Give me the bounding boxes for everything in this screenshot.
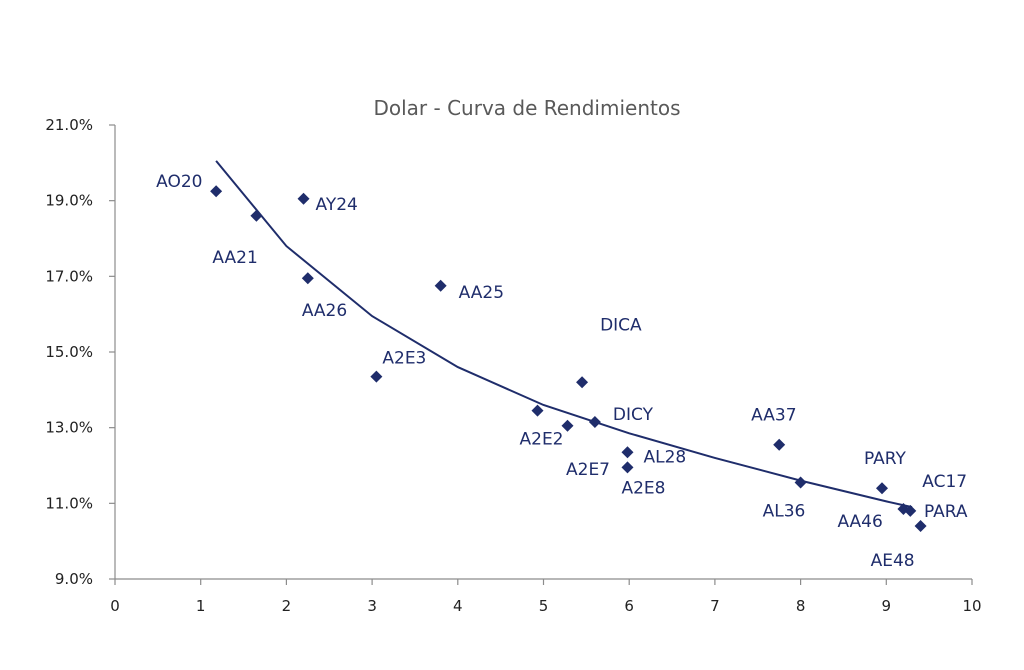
x-tick-label: 0: [110, 597, 120, 615]
data-point-label: PARA: [924, 502, 968, 522]
data-point-label: DICA: [600, 315, 642, 335]
y-tick-label: 15.0%: [45, 343, 93, 361]
y-tick-label: 11.0%: [45, 494, 93, 512]
data-point-marker: [794, 476, 807, 489]
y-tick-label: 19.0%: [45, 192, 93, 210]
data-point-label: AY24: [316, 195, 358, 215]
data-point-label: A2E7: [566, 460, 610, 480]
y-tick-label: 13.0%: [45, 419, 93, 437]
x-tick-label: 6: [624, 597, 634, 615]
data-point-label: DICY: [613, 405, 654, 425]
data-point-marker: [897, 503, 910, 516]
data-labels: AO20 AA21 AY24 AA26 A2E3 AA25 A2E2 DICA DICY AL28…: [156, 172, 968, 571]
data-point-label: AA46: [837, 512, 882, 532]
x-tick-label: 9: [882, 597, 892, 615]
x-tick-label: 4: [453, 597, 463, 615]
data-point-marker: [576, 376, 589, 389]
data-point-label: A2E3: [382, 349, 426, 369]
data-point-marker: [301, 272, 314, 285]
data-point-marker: [250, 209, 263, 222]
data-point-marker: [621, 446, 634, 459]
data-point-label: PARY: [864, 449, 907, 469]
data-markers: [210, 185, 927, 533]
y-axis-ticks: 9.0% 11.0% 13.0% 15.0% 17.0% 19.0% 21.0%: [45, 116, 115, 588]
data-point-label: AL36: [763, 502, 806, 522]
data-point-marker: [588, 415, 601, 428]
data-point-label: A2E8: [621, 478, 665, 498]
x-tick-label: 8: [796, 597, 806, 615]
x-tick-label: 1: [196, 597, 206, 615]
data-point-label: AO20: [156, 172, 202, 192]
data-point-marker: [531, 404, 544, 417]
data-point-marker: [561, 419, 574, 432]
y-tick-label: 21.0%: [45, 116, 93, 134]
chart-title: Dolar - Curva de Rendimientos: [373, 96, 680, 120]
data-point-marker: [210, 185, 223, 198]
data-point-label: AA25: [459, 283, 504, 303]
data-point-label: AC17: [922, 472, 967, 492]
x-tick-label: 2: [282, 597, 292, 615]
data-point-marker: [621, 461, 634, 474]
data-point-label: AE48: [871, 551, 915, 571]
data-point-marker: [370, 370, 383, 383]
y-tick-label: 17.0%: [45, 267, 93, 285]
data-point-marker: [434, 279, 447, 292]
x-tick-label: 10: [962, 597, 981, 615]
x-axis-ticks: 0 1 2 3 4 5 6 7 8 9 10: [110, 579, 982, 615]
trendline: [215, 160, 913, 509]
x-tick-label: 5: [539, 597, 549, 615]
data-point-marker: [904, 504, 917, 517]
data-point-label: AA21: [212, 248, 257, 268]
data-point-label: A2E2: [520, 430, 564, 450]
data-point-label: AA37: [751, 406, 796, 426]
data-point-label: AA26: [302, 301, 347, 321]
x-tick-label: 7: [710, 597, 720, 615]
data-point-marker: [914, 520, 927, 533]
data-point-marker: [297, 192, 310, 205]
data-point-marker: [773, 438, 786, 451]
data-point-marker: [876, 482, 889, 495]
y-tick-label: 9.0%: [55, 570, 93, 588]
data-point-label: AL28: [643, 447, 686, 467]
x-tick-label: 3: [367, 597, 377, 615]
